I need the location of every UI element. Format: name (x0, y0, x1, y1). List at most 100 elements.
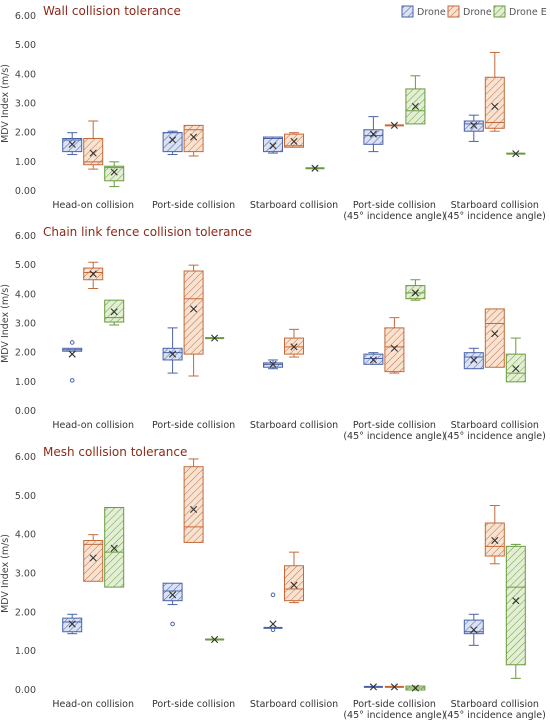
box-drone-e (104, 506, 125, 588)
x-category-label: Port-side collision (152, 200, 235, 211)
x-category-label: Starboard collision (451, 420, 539, 431)
box-drone-d (484, 505, 505, 565)
y-tick-label: 6.00 (15, 11, 36, 22)
box-drone-b (263, 359, 283, 370)
box-iqr (83, 539, 104, 582)
box-drone-d (284, 132, 304, 148)
y-tick-label: 3.00 (15, 99, 36, 110)
x-category-label: (45° incidence angle) (343, 431, 445, 442)
box-drone-d (83, 120, 104, 170)
box-drone-e (405, 279, 426, 301)
mean-marker (491, 102, 499, 111)
x-category-label: (45° incidence angle) (444, 431, 546, 442)
outlier-point (170, 621, 175, 627)
mean-marker (269, 142, 277, 150)
box-drone-b (62, 132, 83, 156)
box-iqr (183, 124, 204, 153)
mean-marker (68, 350, 76, 358)
mean-marker (411, 289, 419, 297)
box-drone-d (83, 261, 104, 289)
box-drone-b (463, 114, 484, 142)
y-tick-label: 3.00 (15, 569, 36, 580)
mean-marker (89, 270, 97, 278)
x-category-label: Port-side collision (353, 420, 436, 431)
box-drone-e (205, 635, 225, 644)
mean-marker (470, 626, 478, 634)
mean-marker (390, 121, 398, 129)
x-category-label: Port-side collision (353, 699, 436, 710)
box-drone-b (463, 347, 484, 370)
chart-panel-0: Wall collision tolerance 0.00 1.00 2.00 3.00… (0, 4, 546, 222)
mean-marker (110, 308, 118, 316)
chart-panels: Wall collision tolerance 0.00 1.00 2.00 3.00… (0, 4, 546, 721)
legend: Drone B Drone D Drone E (401, 5, 547, 18)
mean-marker (491, 536, 499, 545)
mean-marker (369, 356, 377, 364)
y-tick-label: 0.00 (15, 685, 36, 696)
x-category-label: Port-side collision (353, 200, 436, 211)
y-tick-label: 2.00 (15, 607, 36, 618)
outlier-point (270, 627, 276, 633)
mean-marker (169, 136, 177, 144)
legend-swatch-2 (493, 5, 506, 18)
box-iqr (162, 582, 183, 602)
mean-marker (390, 344, 398, 352)
box-iqr (104, 165, 125, 182)
box-iqr (505, 545, 526, 666)
y-axis-label: MDV Index (m/s) (0, 534, 11, 613)
mean-marker (190, 305, 198, 313)
box-iqr (263, 136, 283, 153)
box-iqr (484, 76, 505, 129)
x-category-label: (45° incidence angle) (444, 211, 546, 222)
mean-marker (512, 597, 520, 605)
box-drone-d (183, 264, 204, 377)
legend-swatch-1 (447, 5, 460, 18)
mean-marker (369, 683, 377, 691)
legend-label-1: Drone D (463, 7, 502, 18)
box-drone-b (62, 340, 83, 383)
outlier-point (270, 592, 276, 598)
box-drone-e (305, 164, 325, 172)
y-tick-label: 0.00 (15, 406, 36, 417)
chart-title: Wall collision tolerance (43, 4, 181, 18)
x-category-label: (45° incidence angle) (343, 211, 445, 222)
box-drone-d (284, 328, 304, 358)
box-drone-e (205, 334, 225, 342)
outlier-point (69, 378, 75, 383)
box-iqr (384, 327, 405, 373)
mean-marker (369, 130, 377, 138)
box-drone-d (384, 683, 404, 691)
mean-marker (169, 591, 177, 599)
box-drone-d (484, 308, 505, 368)
box-iqr (183, 466, 204, 543)
mean-marker (110, 168, 118, 176)
box-iqr (183, 270, 204, 355)
legend-label-0: Drone B (417, 7, 455, 18)
y-tick-label: 5.00 (15, 491, 36, 502)
box-drone-e (506, 150, 526, 158)
x-category-label: Starboard collision (451, 699, 539, 710)
outlier-point (69, 340, 75, 345)
box-drone-d (183, 124, 204, 157)
box-drone-b (162, 327, 183, 374)
y-axis-label: MDV Index (m/s) (0, 64, 11, 143)
y-tick-label: 3.00 (15, 319, 36, 330)
box-iqr (62, 617, 83, 633)
box-drone-b (162, 582, 183, 627)
x-category-label: Head-on collision (52, 699, 134, 710)
box-drone-d (83, 534, 104, 582)
mean-marker (269, 620, 277, 628)
box-drone-e (104, 161, 125, 188)
box-drone-d (183, 458, 204, 543)
x-category-label: Head-on collision (52, 200, 134, 211)
box-drone-b (463, 613, 484, 646)
box-drone-e (505, 337, 526, 383)
mean-marker (470, 356, 478, 364)
mean-marker (269, 360, 277, 368)
mean-marker (290, 137, 298, 146)
mean-marker (110, 544, 118, 552)
box-drone-e (405, 684, 426, 692)
mean-marker (512, 150, 520, 158)
mean-marker (290, 343, 298, 351)
